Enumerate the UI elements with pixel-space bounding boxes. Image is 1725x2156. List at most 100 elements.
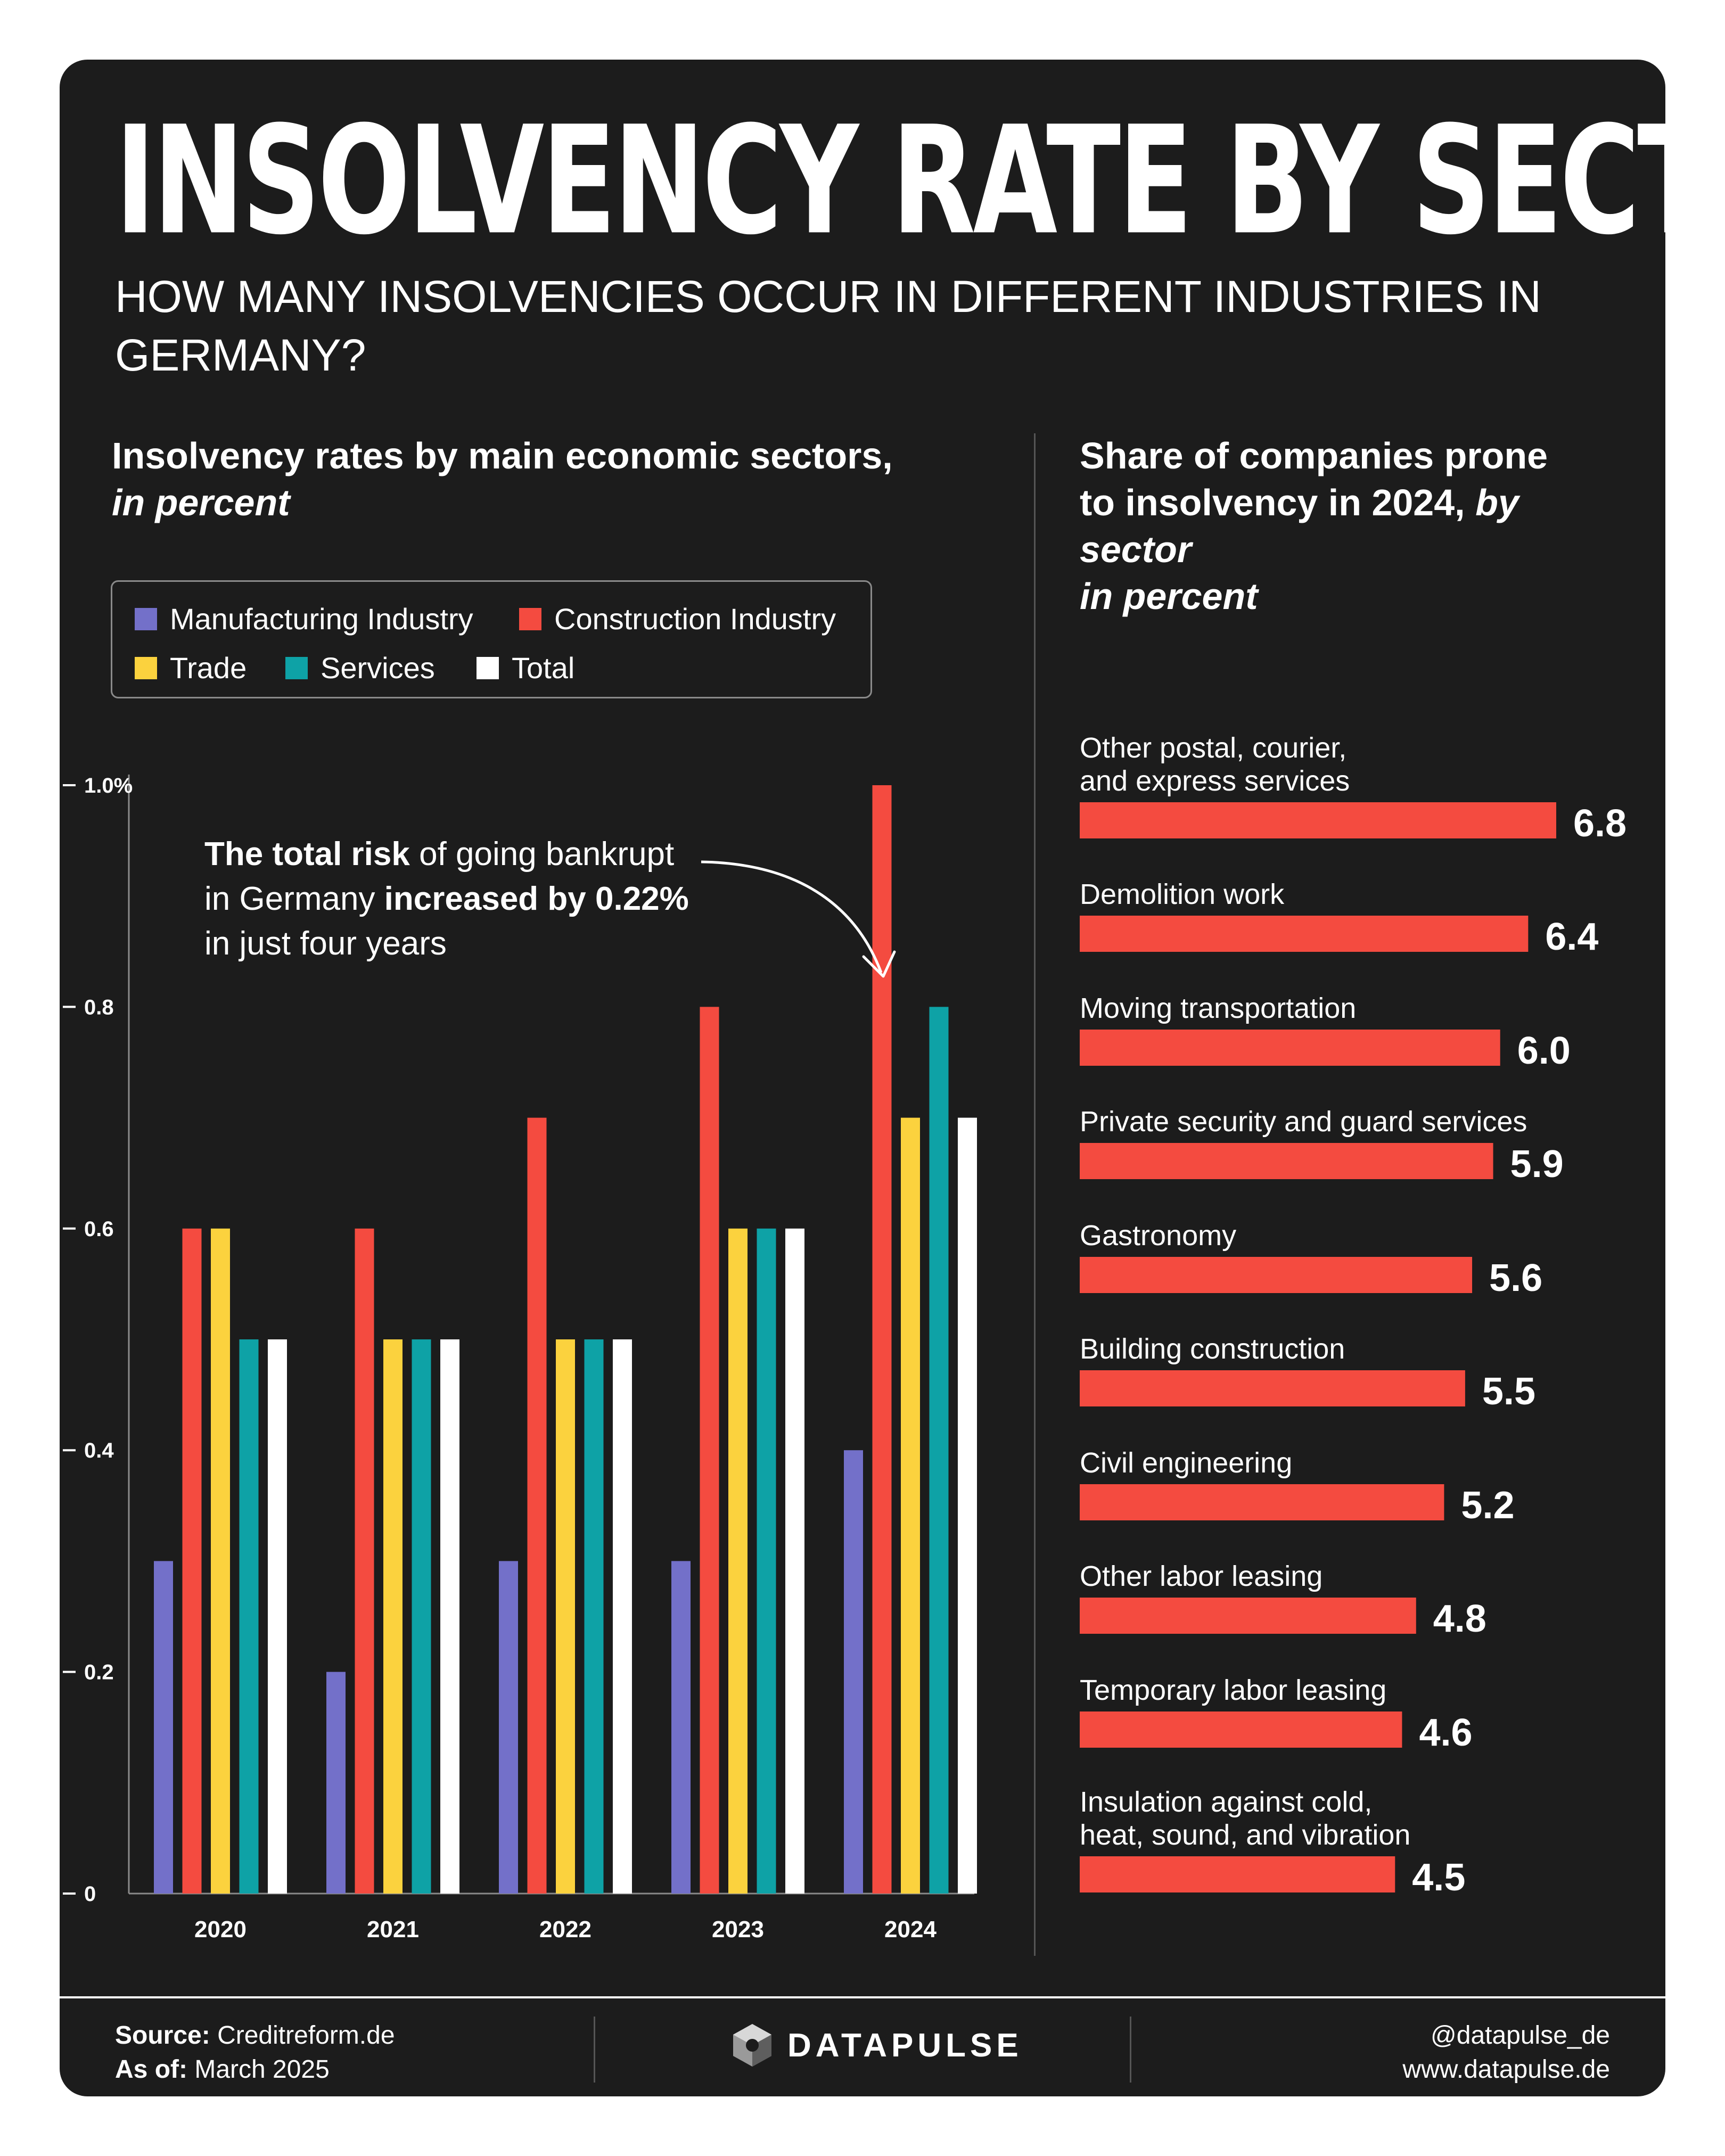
bar-total-2023 [785, 1228, 804, 1894]
sector-value-label: 4.5 [1412, 1856, 1465, 1899]
legend-label-total: Total [512, 651, 575, 685]
footer-as-of-value: March 2025 [194, 2055, 330, 2084]
bar-manufacturing-industry-2020 [154, 1561, 173, 1894]
datapulse-logo-icon [733, 2024, 771, 2067]
bar-trade-2021 [383, 1339, 402, 1894]
x-tick-label: 2023 [712, 1916, 764, 1943]
y-tick-label: 0.6 [84, 1217, 114, 1241]
y-tick-label: 0.2 [84, 1661, 114, 1684]
legend-swatch-total [477, 657, 499, 679]
annotation-text: The total risk of going bankrupt in Germa… [204, 836, 689, 962]
footer-brand: DATAPULSE [729, 2022, 1023, 2069]
left-panel-title-bold: Insolvency rates by main economic sector… [112, 435, 893, 476]
legend-item-services: Services [285, 653, 435, 683]
footer-as-of-label: As of: [115, 2055, 187, 2084]
legend-label-construction: Construction Industry [554, 602, 836, 636]
legend-label-services: Services [321, 651, 435, 685]
footer-source-label: Source: [115, 2021, 210, 2050]
insolvency-rate-chart: 0 0.2 0.4 0.6 0.8 1.0% 2020 2021 2022 2023 2024 The… [63, 774, 977, 1943]
annotation-arrow [701, 860, 883, 973]
annotation-text-line2: in Germany [204, 880, 384, 917]
bar-manufacturing-industry-2024 [844, 1450, 863, 1894]
chart-legend: Manufacturing Industry Construction Indu… [111, 580, 872, 698]
bar-manufacturing-industry-2022 [499, 1561, 518, 1894]
subtitle: HOW MANY INSOLVENCIES OCCUR IN DIFFERENT… [115, 271, 1541, 380]
annotation-arrow-head [862, 950, 896, 978]
bar-construction-industry-2024 [872, 785, 892, 1894]
right-panel-title-italic-sector: by sector [1080, 482, 1519, 570]
legend-item-construction: Construction Industry [519, 604, 836, 634]
bar-construction-industry-2020 [182, 1228, 202, 1894]
legend-swatch-construction [519, 608, 541, 630]
footer-website: www.datapulse.de [1402, 2055, 1610, 2084]
footer-source: Source: Creditreform.de [115, 2021, 395, 2050]
bar-services-2022 [584, 1339, 604, 1894]
right-panel-title: Share of companies prone to insolvency i… [1080, 432, 1559, 620]
sector-label: Gastronomy [1080, 1220, 1236, 1252]
sector-bar [1080, 1856, 1395, 1892]
sector-value-label: 6.0 [1517, 1030, 1571, 1072]
sector-value-label: 5.2 [1461, 1484, 1514, 1527]
y-tick-label: 0.4 [84, 1439, 114, 1462]
annotation-text-line3: in just four years [204, 925, 447, 962]
sector-label: Other postal, courier, [1080, 732, 1346, 764]
legend-swatch-manufacturing [135, 608, 157, 630]
bar-total-2020 [268, 1339, 287, 1894]
annotation-text-line1: of going bankrupt [410, 836, 674, 873]
sector-label: Building construction [1080, 1333, 1345, 1365]
sector-label: Civil engineering [1080, 1447, 1292, 1479]
x-tick-label: 2021 [367, 1916, 419, 1943]
sector-bar [1080, 1257, 1473, 1293]
footer-divider-left [594, 2017, 595, 2083]
legend-swatch-trade [135, 657, 157, 679]
right-panel-title-bold: Share of companies prone to insolvency i… [1080, 435, 1548, 523]
sector-label: and express services [1080, 765, 1350, 797]
bar-trade-2020 [211, 1228, 230, 1894]
footer-source-value: Creditreform.de [217, 2021, 395, 2050]
bar-trade-2024 [901, 1117, 920, 1894]
sector-value-label: 4.6 [1419, 1711, 1472, 1754]
infographic-card: INSOLVENCY RATE BY SECTOR HOW MANY INSOL… [60, 60, 1665, 2096]
footer-brand-text: DATAPULSE [787, 2027, 1023, 2064]
sector-bar [1080, 1598, 1416, 1634]
sector-label: Other labor leasing [1080, 1560, 1322, 1592]
bar-services-2021 [412, 1339, 431, 1894]
sector-value-label: 4.8 [1433, 1598, 1486, 1640]
sector-label: Insulation against cold, [1080, 1786, 1372, 1818]
sector-bar [1080, 1143, 1493, 1179]
sector-bar [1080, 1370, 1465, 1406]
bar-total-2021 [440, 1339, 459, 1894]
sector-bar [1080, 1484, 1444, 1520]
bar-construction-industry-2022 [527, 1117, 547, 1894]
y-tick-label: 0 [84, 1882, 96, 1906]
legend-item-total: Total [477, 653, 574, 683]
footer-divider-right [1130, 2017, 1131, 2083]
x-tick-label: 2024 [884, 1916, 937, 1943]
bar-total-2022 [613, 1339, 632, 1894]
x-tick-label: 2022 [539, 1916, 592, 1943]
bar-services-2020 [239, 1339, 259, 1894]
annotation-bold-total-risk: The total risk [204, 836, 410, 873]
right-panel-title-italic-percent: in percent [1080, 575, 1258, 617]
sector-label: Temporary labor leasing [1080, 1674, 1386, 1706]
footer-handle: @datapulse_de [1431, 2021, 1610, 2050]
sector-label: Private security and guard services [1080, 1106, 1527, 1138]
sector-value-label: 6.4 [1545, 916, 1598, 958]
legend-label-manufacturing: Manufacturing Industry [170, 602, 473, 636]
main-title: INSOLVENCY RATE BY SECTOR [115, 94, 1665, 268]
bar-construction-industry-2021 [355, 1228, 374, 1894]
sector-bar [1080, 1030, 1500, 1066]
left-panel-title: Insolvency rates by main economic sector… [112, 432, 1017, 526]
y-tick-label: 1.0% [84, 774, 133, 797]
bar-services-2023 [757, 1228, 776, 1894]
sector-label: Moving transportation [1080, 992, 1356, 1024]
bar-trade-2023 [728, 1228, 748, 1894]
sector-value-label: 5.9 [1510, 1143, 1564, 1186]
footer-as-of: As of: March 2025 [115, 2055, 330, 2084]
sector-value-label: 5.5 [1482, 1370, 1535, 1413]
sector-bar [1080, 1711, 1402, 1748]
annotation-bold-increase: increased by 0.22% [384, 880, 689, 917]
legend-item-manufacturing: Manufacturing Industry [135, 604, 473, 634]
sector-bar [1080, 916, 1529, 952]
legend-swatch-services [285, 657, 308, 679]
